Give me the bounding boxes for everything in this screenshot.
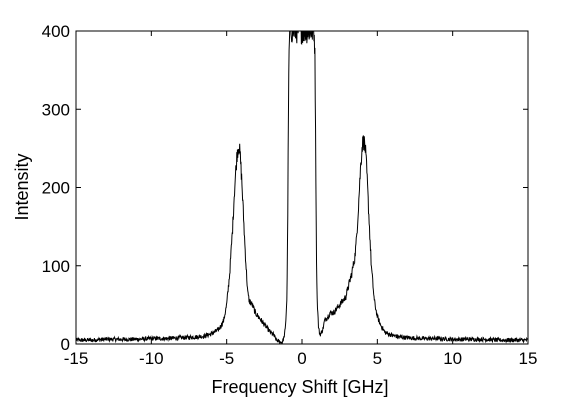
x-tick-label: -10 — [139, 349, 164, 368]
axes: -15 -10 -5 0 5 10 15 0 100 200 300 400 — [42, 22, 538, 368]
x-axis-label: Frequency Shift [GHz] — [211, 377, 388, 397]
x-tick-label: 0 — [297, 349, 306, 368]
plot-background — [76, 31, 528, 344]
plot-area — [76, 31, 528, 344]
y-tick-label: 400 — [42, 22, 70, 41]
x-tick-label: 10 — [443, 349, 462, 368]
y-axis-label: Intensity — [12, 153, 32, 220]
y-tick-label: 100 — [42, 257, 70, 276]
x-tick-label: -5 — [219, 349, 234, 368]
x-tick-label: -15 — [64, 349, 89, 368]
y-tick-label: 200 — [42, 179, 70, 198]
x-tick-label: 15 — [519, 349, 538, 368]
y-tick-label: 0 — [61, 335, 70, 354]
y-tick-label: 300 — [42, 100, 70, 119]
x-tick-label: 5 — [373, 349, 382, 368]
